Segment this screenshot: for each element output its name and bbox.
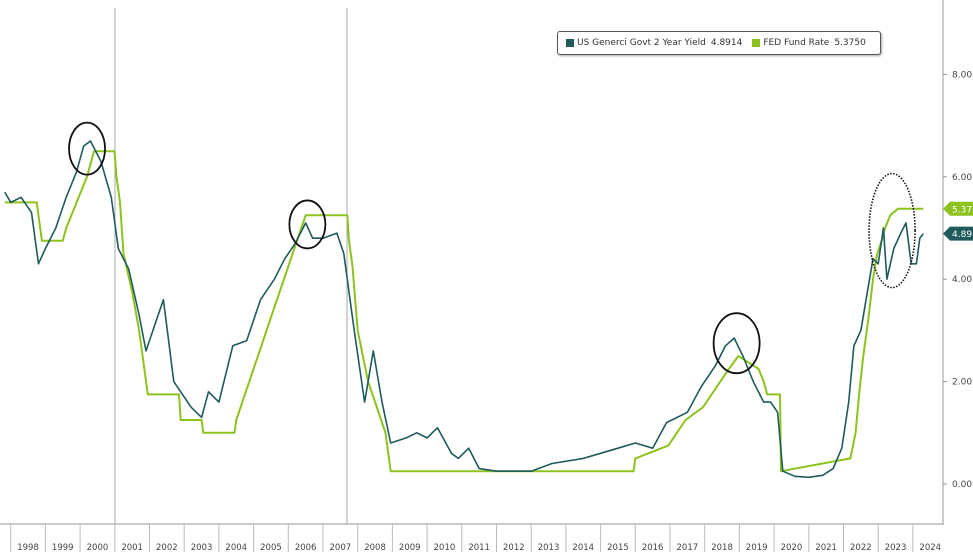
annotation-circle: [868, 172, 916, 289]
y-tick-label: 2.00: [952, 378, 972, 388]
x-tick-label: 2011: [468, 543, 490, 553]
legend-swatch-fed: [752, 39, 761, 47]
x-tick-label: 2019: [746, 543, 768, 553]
x-tick-label: 2007: [330, 543, 352, 553]
x-tick-label: 2006: [295, 543, 317, 553]
fed-fund-rate-line: [4, 150, 924, 473]
x-tick-label: 2009: [399, 543, 421, 553]
x-tick-label: 2005: [260, 543, 282, 553]
x-tick-label: 2013: [538, 543, 560, 553]
x-tick-label: 2022: [850, 543, 872, 553]
x-tick-label: 2018: [711, 543, 733, 553]
x-tick-label: 2023: [885, 543, 907, 553]
x-tick-label: 2020: [781, 543, 803, 553]
x-tick-label: 2002: [156, 543, 178, 553]
x-tick-label: 2021: [815, 543, 837, 553]
value-tag-label: 5.37: [952, 205, 972, 215]
x-tick-label: 2012: [503, 543, 525, 553]
two-year-yield-line: [4, 140, 924, 479]
x-tick-label: 2001: [121, 543, 143, 553]
x-tick-label: 2004: [225, 543, 247, 553]
x-tick-label: 2014: [572, 543, 594, 553]
y-tick-label: 8.00: [952, 70, 972, 80]
x-tick-label: 2016: [642, 543, 664, 553]
legend-value-fed: 5.3750: [834, 38, 866, 48]
yield-value-tag: 4.89: [943, 226, 973, 241]
x-tick-label: 1998: [17, 543, 39, 553]
value-tag-label: 4.89: [952, 230, 972, 240]
fed-value-tag: 5.37: [943, 201, 973, 216]
legend-swatch-yield: [566, 39, 574, 47]
legend-value-yield: 4.8914: [710, 38, 743, 48]
x-tick-label: 2015: [607, 543, 629, 553]
y-tick-label: 0.00: [952, 480, 972, 490]
annotation-circle: [68, 121, 106, 176]
x-tick-label: 2008: [364, 543, 386, 553]
x-tick-label: 1999: [52, 543, 74, 553]
legend-label-fed: FED Fund Rate: [763, 38, 830, 48]
annotation-circle: [712, 312, 761, 375]
x-tick-label: 2010: [434, 543, 456, 553]
legend: US Generci Govt 2 Year Yield 4.8914 FED …: [557, 31, 881, 55]
annotation-circle: [288, 199, 327, 250]
y-tick-label: 6.00: [952, 173, 972, 183]
x-tick-label: 2000: [87, 543, 109, 553]
value-tag-shape: [943, 226, 973, 241]
legend-label-yield: US Generci Govt 2 Year Yield: [577, 38, 706, 48]
x-tick-label: 2024: [919, 543, 941, 553]
value-tag-shape: [943, 201, 973, 216]
y-tick-label: 4.00: [952, 275, 972, 285]
x-tick-label: 2003: [191, 543, 213, 553]
x-tick-label: 2017: [677, 543, 699, 553]
